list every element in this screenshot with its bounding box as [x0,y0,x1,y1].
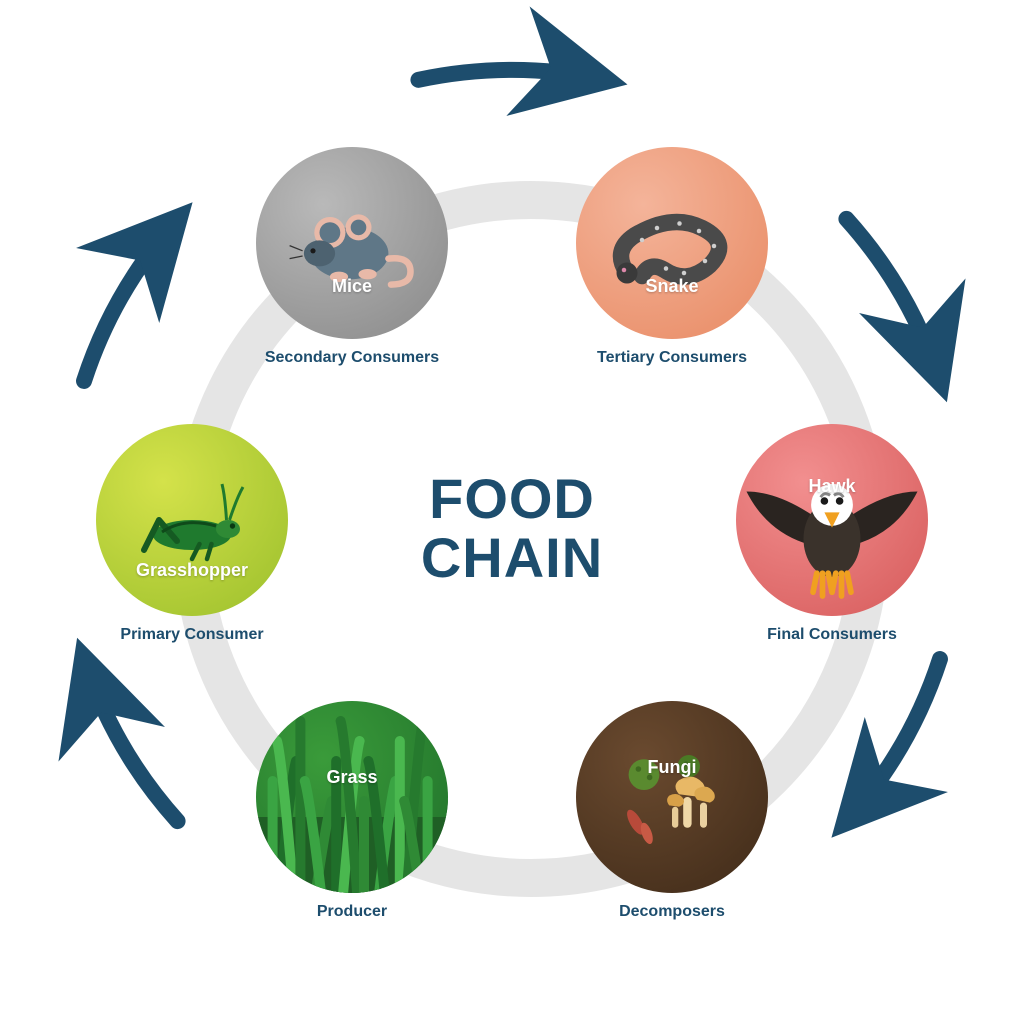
organism-label-hawk: Hawk [736,476,928,497]
arrow-grass-to-grasshopper [84,659,178,821]
hawk-icon [736,424,928,616]
organism-label-snake: Snake [576,276,768,297]
node-fungi: Fungi [576,701,768,893]
organism-label-fungi: Fungi [576,757,768,778]
role-label-snake: Tertiary Consumers [562,349,782,367]
mouse-icon [256,147,448,339]
food-chain-diagram: FOOD CHAIN MiceSecondary Consumers [0,0,1024,1024]
node-grasshopper: Grasshopper [96,424,288,616]
arrow-snake-to-hawk [846,219,940,381]
role-label-fungi: Decomposers [562,903,782,921]
organism-label-grass: Grass [256,767,448,788]
role-label-grass: Producer [242,903,462,921]
arrow-hawk-to-fungi [846,659,940,821]
arrow-mice-to-snake [418,70,605,80]
organism-label-mice: Mice [256,276,448,297]
node-grass: Grass [256,701,448,893]
organism-label-grasshopper: Grasshopper [96,560,288,581]
role-label-grasshopper: Primary Consumer [82,626,302,644]
role-label-mice: Secondary Consumers [242,349,462,367]
arrow-grasshopper-to-mice [84,219,178,381]
fungi-icon [576,701,768,893]
node-mice: Mice [256,147,448,339]
grass-icon [256,701,448,893]
role-label-hawk: Final Consumers [722,626,942,644]
node-hawk: Hawk [736,424,928,616]
grasshopper-icon [96,424,288,616]
node-snake: Snake [576,147,768,339]
snake-icon [576,147,768,339]
